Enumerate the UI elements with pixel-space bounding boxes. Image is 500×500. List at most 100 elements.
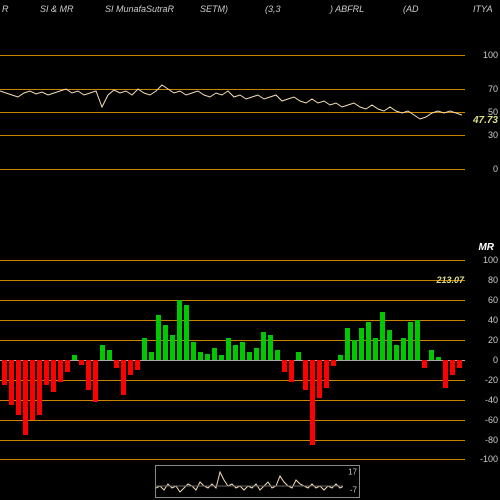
header-label: SETM) (200, 4, 228, 14)
mr-gridline (0, 320, 465, 321)
mr-bar (275, 350, 280, 360)
chart-header: R SI & MR SI MunafaSutraR SETM) (3,3 ) ABFRL (… (0, 4, 500, 18)
mr-bar (422, 360, 427, 368)
mr-bar (114, 360, 119, 368)
mr-bar (338, 355, 343, 360)
mr-bar (23, 360, 28, 435)
mr-bar (261, 332, 266, 360)
mr-bar (317, 360, 322, 398)
mr-bar (233, 345, 238, 360)
header-label: SI & MR (40, 4, 74, 14)
mr-gridline (0, 440, 465, 441)
mr-bar (198, 352, 203, 360)
mr-bar (303, 360, 308, 390)
mr-bar (359, 328, 364, 360)
mr-bar (86, 360, 91, 390)
mr-bar (387, 330, 392, 360)
mr-bar (268, 335, 273, 360)
mr-bar (324, 360, 329, 388)
header-label: ITYA (473, 4, 493, 14)
mr-bar (380, 312, 385, 360)
mr-bar (394, 345, 399, 360)
mr-axis-label: -80 (485, 435, 498, 445)
mr-bar (135, 360, 140, 370)
mr-axis-label: 80 (488, 275, 498, 285)
rsi-axis-label: 70 (488, 84, 498, 94)
mr-axis-label: -40 (485, 395, 498, 405)
mr-bar (121, 360, 126, 395)
mr-bar (373, 338, 378, 360)
mr-bar (345, 328, 350, 360)
mr-bar (247, 352, 252, 360)
mr-bar (191, 342, 196, 360)
mr-panel: 100806040200-20-40-60-80-100MR213.07 (0, 260, 500, 460)
mr-title-label: MR (478, 242, 494, 253)
mr-gridline (0, 260, 465, 261)
mini-axis-label: 17 (348, 468, 357, 477)
mr-bar (128, 360, 133, 375)
mr-bar (429, 350, 434, 360)
mr-bar (184, 305, 189, 360)
mr-bar (205, 354, 210, 360)
mr-bar (331, 360, 336, 366)
mr-bar (142, 338, 147, 360)
mr-current-value: 213.07 (436, 275, 464, 285)
mr-bar (2, 360, 7, 385)
mr-axis-label: -100 (480, 454, 498, 464)
rsi-current-value: 47.73 (473, 115, 498, 126)
mr-axis-label: 60 (488, 295, 498, 305)
mr-bar (408, 322, 413, 360)
mr-axis-label: 100 (483, 255, 498, 265)
mr-gridline (0, 400, 465, 401)
mr-bar (240, 342, 245, 360)
mr-bar (30, 360, 35, 420)
mr-bar (457, 360, 462, 368)
mr-bar (443, 360, 448, 388)
mr-gridline (0, 420, 465, 421)
mr-bar (450, 360, 455, 375)
mr-bar (170, 335, 175, 360)
header-label: (AD (403, 4, 419, 14)
mr-bar (100, 345, 105, 360)
mr-gridline (0, 300, 465, 301)
mr-bar (310, 360, 315, 445)
mr-bar (149, 352, 154, 360)
mr-bar (212, 348, 217, 360)
mr-gridline (0, 340, 465, 341)
mr-gridline (0, 280, 465, 281)
mini-axis-label: -7 (350, 486, 357, 495)
mr-bar (107, 350, 112, 360)
mr-bar (352, 340, 357, 360)
header-label: SI MunafaSutraR (105, 4, 174, 14)
mr-bar (254, 348, 259, 360)
mr-bar (37, 360, 42, 415)
mini-summary-panel: 17 -7 (155, 465, 360, 498)
mr-gridline (0, 380, 465, 381)
mr-axis-label: 40 (488, 315, 498, 325)
mr-axis-label: 0 (493, 355, 498, 365)
rsi-axis-label: 100 (483, 50, 498, 60)
rsi-panel: 100705030047.73 (0, 55, 500, 170)
mr-axis-label: 20 (488, 335, 498, 345)
mr-bar (156, 315, 161, 360)
mr-bar (282, 360, 287, 372)
mr-bar (296, 352, 301, 360)
mr-axis-label: -60 (485, 415, 498, 425)
mr-bar (163, 325, 168, 360)
mr-bar (366, 322, 371, 360)
mr-bar (51, 360, 56, 392)
mr-bar (401, 338, 406, 360)
mr-gridline (0, 459, 465, 460)
mr-bar (93, 360, 98, 402)
header-label: (3,3 (265, 4, 281, 14)
mr-axis-label: -20 (485, 375, 498, 385)
mr-bar (16, 360, 21, 415)
mr-bar (436, 357, 441, 360)
mr-bar (79, 360, 84, 365)
header-label: R (2, 4, 9, 14)
header-label: ) ABFRL (330, 4, 364, 14)
mr-bar (65, 360, 70, 372)
mr-bar (226, 338, 231, 360)
mr-bar (219, 355, 224, 360)
mr-bar (289, 360, 294, 382)
